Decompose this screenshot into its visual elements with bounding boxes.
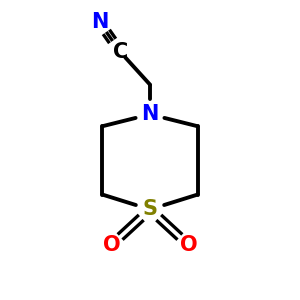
Text: C: C [113,42,128,62]
Text: S: S [142,200,158,219]
Text: O: O [103,235,120,255]
Text: N: N [141,104,159,124]
Text: O: O [180,235,197,255]
Text: N: N [91,12,108,32]
